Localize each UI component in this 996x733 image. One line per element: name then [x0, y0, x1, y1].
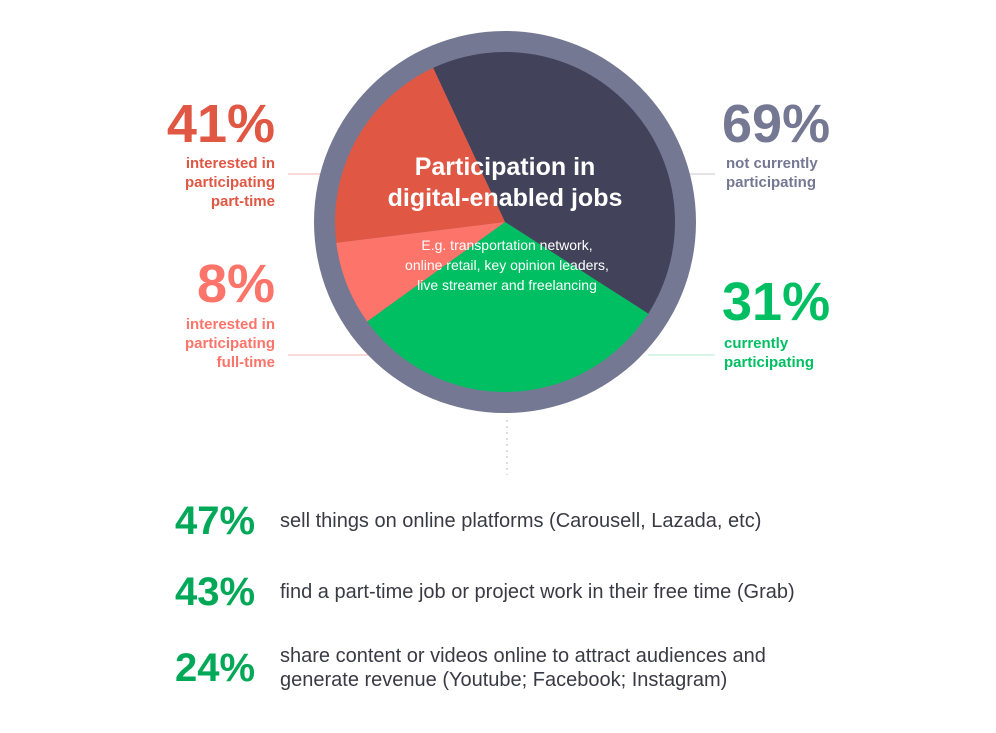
stat-percentage: 43%	[175, 569, 256, 614]
pie-slice-participating	[367, 222, 649, 392]
callout-participating-line-2: participating	[724, 354, 814, 371]
stat-row: 43% find a part-time job or project work…	[175, 568, 840, 616]
callout-participating-line-1: currently	[724, 335, 789, 352]
callout-participating-value: 31%	[722, 272, 830, 332]
chart-subtitle-line-3: live streamer and freelancing	[417, 277, 597, 293]
pie-slice-full-time	[336, 222, 505, 322]
pie-slice-not-participating	[433, 51, 676, 314]
callout-full-time-line-2: participating	[185, 335, 275, 352]
chart-subtitle-line-2: online retail, key opinion leaders,	[405, 257, 609, 273]
callout-full-time-value: 8%	[197, 254, 275, 314]
callout-not-participating-line-1: not currently	[726, 155, 818, 172]
callout-part-time-line-1: interested in	[186, 155, 275, 172]
pie-slices	[335, 51, 676, 392]
callout-not-participating-line-2: participating	[726, 174, 816, 191]
stat-row: 47% sell things on online platforms (Car…	[175, 497, 840, 545]
callout-part-time-line-3: part-time	[211, 193, 275, 210]
stat-percentage: 47%	[175, 498, 256, 543]
chart-title-line-2: digital-enabled jobs	[388, 184, 623, 212]
callout-part-time-value: 41%	[167, 94, 275, 154]
pie-slice-part-time	[335, 67, 505, 243]
stat-description: share content or videos online to attrac…	[280, 645, 766, 691]
callout-not-participating-value: 69%	[722, 94, 830, 154]
chart-subtitle-line-1: E.g. transportation network,	[421, 237, 592, 253]
callout-full-time-line-3: full-time	[217, 354, 275, 371]
callout-part-time-line-2: participating	[185, 174, 275, 191]
callout-full-time-line-1: interested in	[186, 316, 275, 333]
stat-description: sell things on online platforms (Carouse…	[280, 510, 762, 532]
chart-title-line-1: Participation in	[415, 153, 596, 181]
stat-percentage: 24%	[175, 645, 256, 690]
stat-row: 24% share content or videos online to at…	[175, 642, 800, 694]
stat-description: find a part-time job or project work in …	[280, 581, 795, 603]
